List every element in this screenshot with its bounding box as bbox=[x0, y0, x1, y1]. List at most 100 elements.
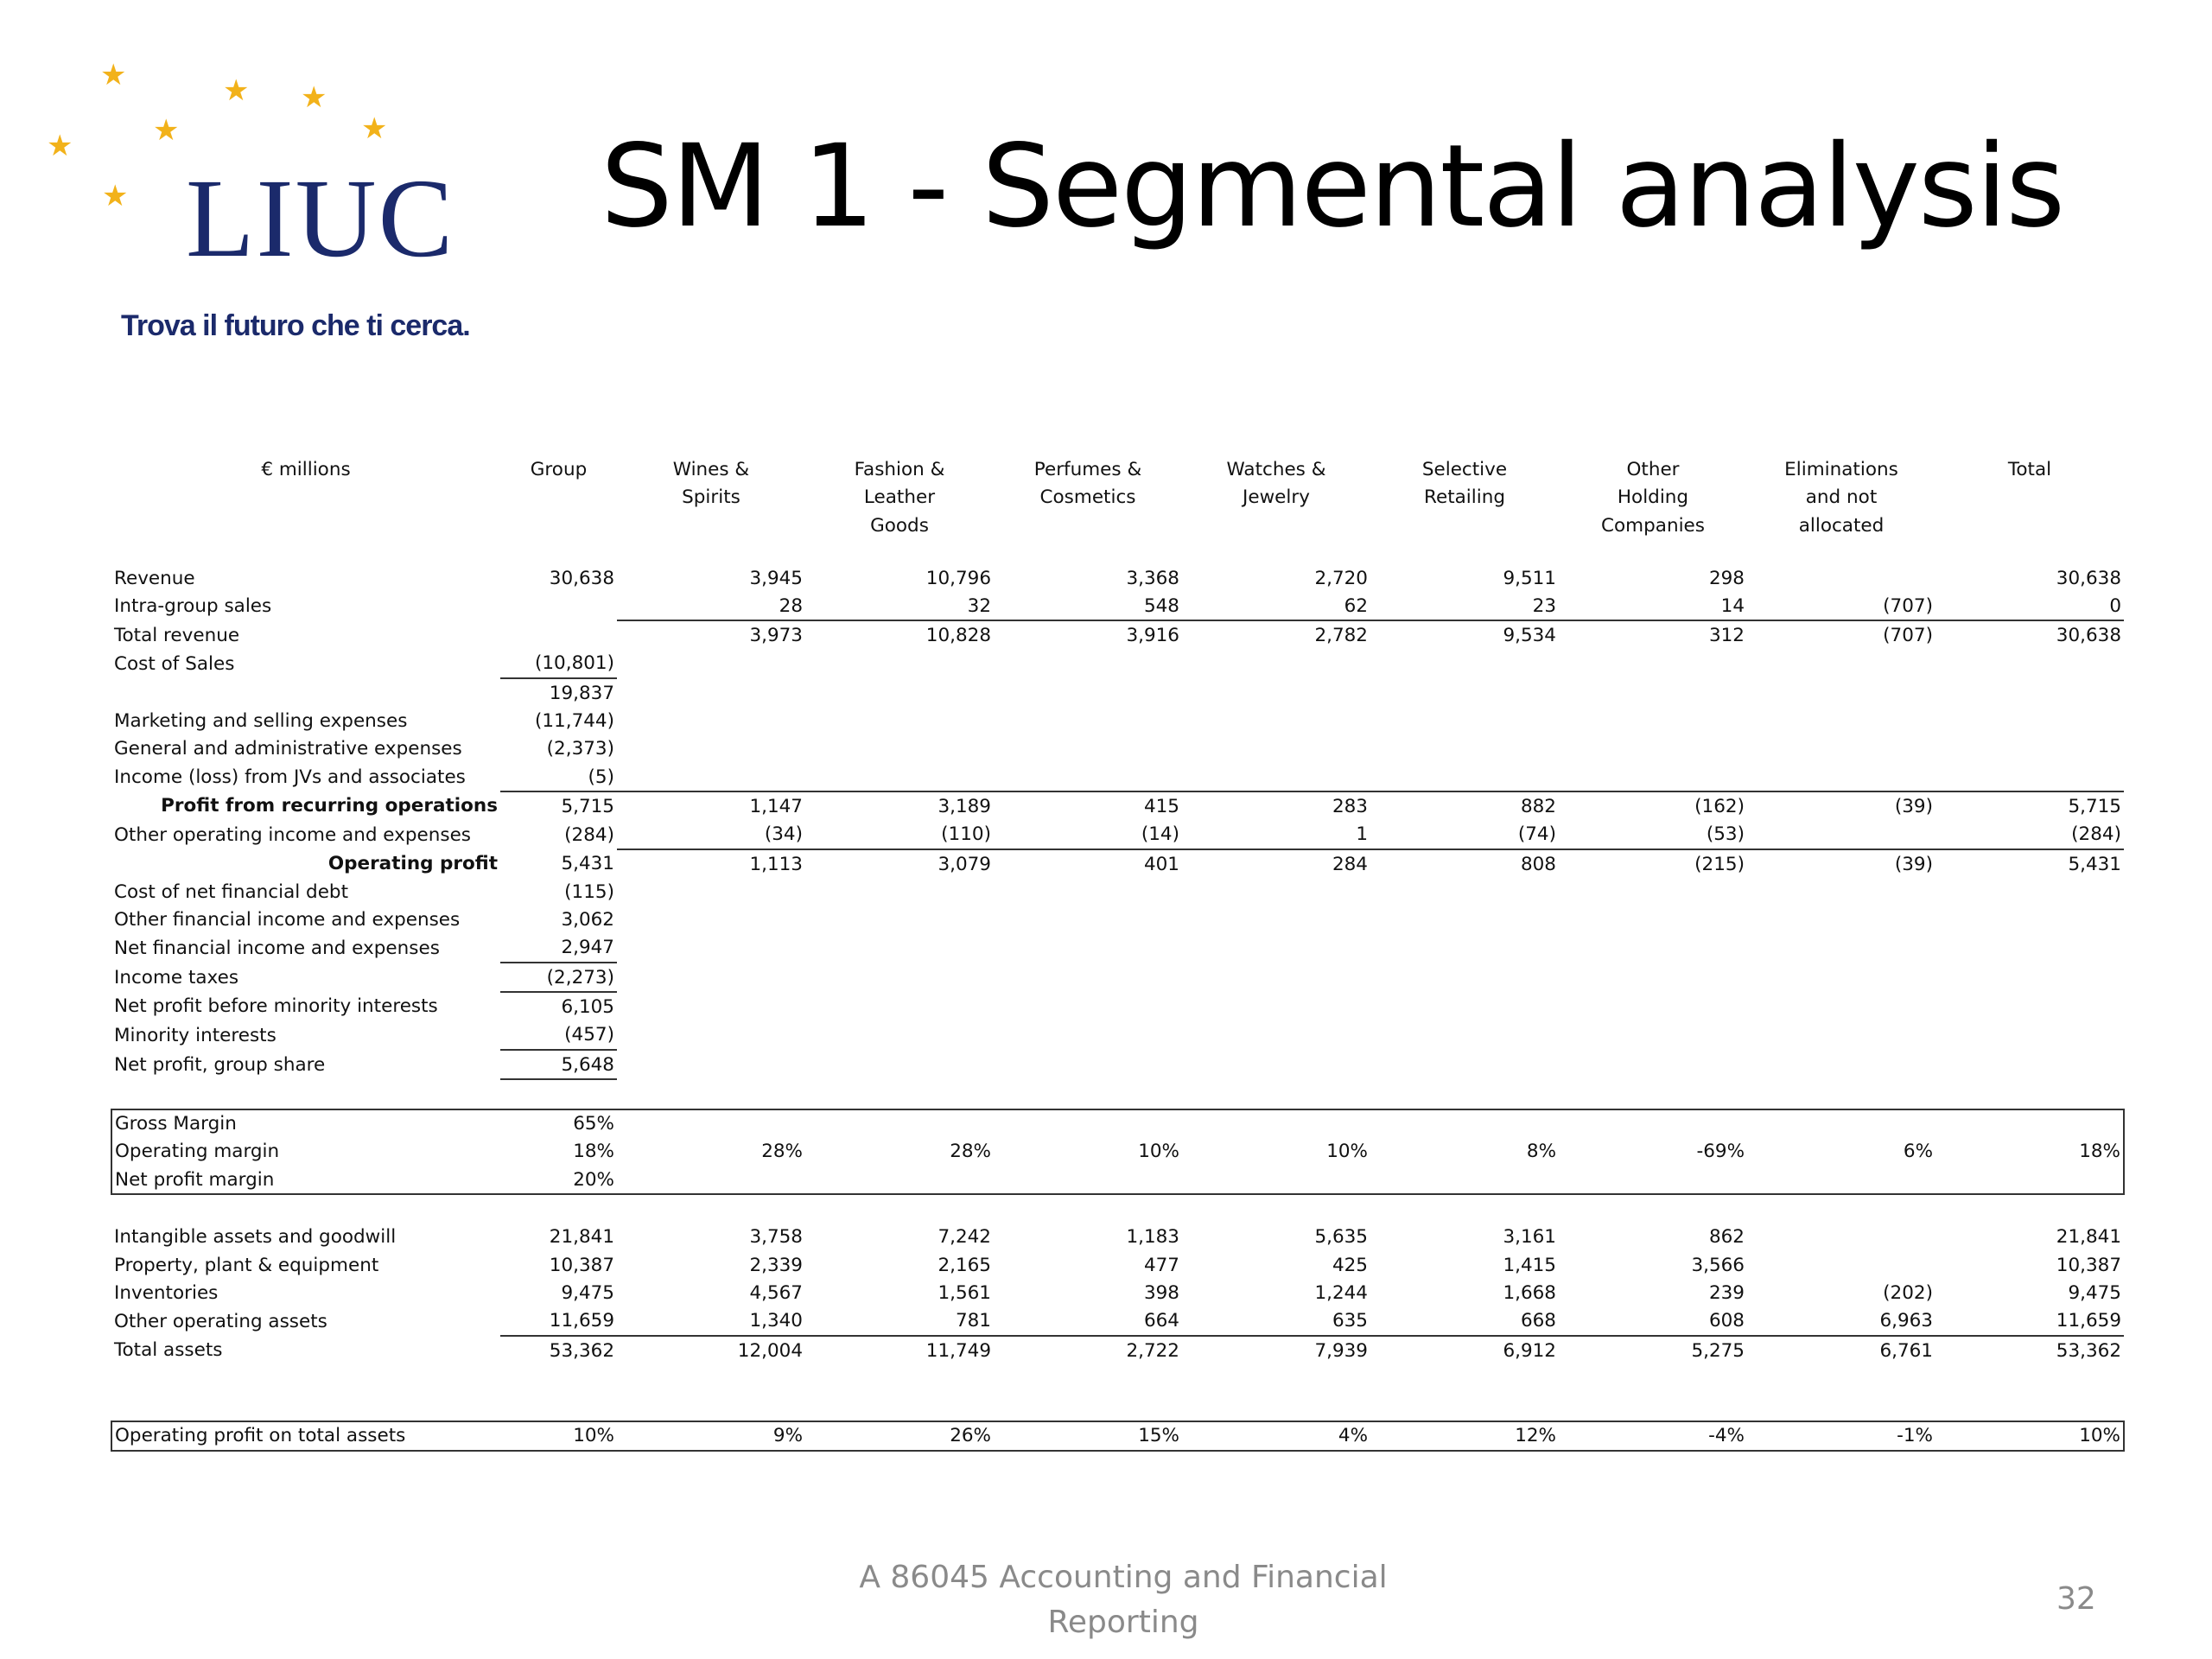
row-label: Net profit before minority interests bbox=[114, 995, 438, 1018]
table-cell: (707) bbox=[1747, 620, 1936, 650]
table-cell bbox=[994, 678, 1182, 707]
row-label: Income taxes bbox=[114, 966, 239, 988]
row-label: Gross Margin bbox=[111, 1108, 500, 1138]
row-label bbox=[111, 678, 500, 707]
table-cell bbox=[994, 1108, 1182, 1138]
row-label: Total revenue bbox=[114, 624, 240, 646]
table-cell: 3,566 bbox=[1691, 1254, 1745, 1276]
table-cell: 9,511 bbox=[1503, 567, 1556, 589]
table-cell bbox=[1559, 878, 1747, 906]
table-cell: 2,720 bbox=[1314, 567, 1368, 589]
column-header-line: Eliminations bbox=[1784, 459, 1898, 480]
table-cell: 2,947 bbox=[500, 933, 617, 964]
table-cell bbox=[994, 735, 1182, 763]
table-row: Other financial income and expenses 3,062 bbox=[111, 906, 2124, 933]
table-cell bbox=[1936, 1021, 2124, 1050]
table-row: Revenue 30,638 3,945 10,796 3,368 2,720 9,511 2… bbox=[111, 564, 2124, 592]
table-cell: (2,273) bbox=[500, 963, 617, 994]
table-cell: 9% bbox=[617, 1420, 805, 1452]
table-cell: 7,242 bbox=[938, 1226, 991, 1249]
table-cell bbox=[500, 620, 617, 649]
table-row: Net profit margin 20% bbox=[111, 1166, 2125, 1196]
table-cell: (202) bbox=[1883, 1281, 1933, 1304]
table-cell: 30,638 bbox=[1936, 620, 2124, 650]
table-row: Intra-group sales 28 32 548 62 23 14 (707) 0 bbox=[111, 592, 2124, 622]
table-row: Income taxes (2,273) bbox=[111, 963, 2124, 994]
table-cell: 415 bbox=[994, 791, 1182, 821]
table-cell bbox=[994, 878, 1182, 906]
table-row: Profit from recurring operations 5,715 1,1… bbox=[111, 791, 2124, 821]
column-header-line: Selective bbox=[1421, 459, 1508, 480]
table-cell bbox=[1370, 1021, 1559, 1050]
table-cell: 14 bbox=[1559, 592, 1747, 622]
table-cell: (34) bbox=[617, 820, 805, 850]
logo-tagline: Trova il futuro che ti cerca. bbox=[121, 309, 471, 342]
table-cell bbox=[1747, 963, 1936, 992]
table-cell: 10% bbox=[1936, 1420, 2125, 1452]
table-cell: 3,916 bbox=[994, 620, 1182, 650]
row-label: Total assets bbox=[114, 1339, 223, 1362]
table-cell: 8% bbox=[1526, 1141, 1556, 1163]
row-label: Cost of net financial debt bbox=[114, 880, 349, 903]
table-cell bbox=[1747, 707, 1936, 734]
table-cell bbox=[1747, 992, 1936, 1020]
table-cell: 6,912 bbox=[1503, 1339, 1556, 1362]
table-cell bbox=[805, 878, 994, 906]
table-cell: 12,004 bbox=[737, 1339, 803, 1362]
table-cell: (162) bbox=[1559, 791, 1747, 821]
liuc-logo: ★ ★ ★ ★ ★ ★ ★ bbox=[35, 60, 518, 354]
table-cell bbox=[805, 1108, 994, 1138]
table-cell: (14) bbox=[994, 820, 1182, 850]
table-cell bbox=[994, 1166, 1182, 1196]
table-cell: (11,744) bbox=[534, 710, 614, 733]
table-cell: -1% bbox=[1747, 1420, 1936, 1452]
table-cell bbox=[805, 678, 994, 707]
table-cell bbox=[1936, 735, 2124, 763]
table-cell bbox=[617, 735, 805, 763]
spacer-row bbox=[111, 1079, 2124, 1109]
table-cell: 10% bbox=[1326, 1141, 1368, 1163]
star-icon: ★ bbox=[361, 111, 388, 146]
table-cell: (115) bbox=[564, 880, 614, 903]
table-cell: 5,648 bbox=[500, 1049, 617, 1081]
table-cell bbox=[1182, 735, 1370, 763]
star-icon: ★ bbox=[223, 73, 250, 108]
column-header: Fashion & Leather Goods bbox=[805, 456, 994, 564]
table-cell bbox=[1370, 934, 1559, 963]
table-cell bbox=[1182, 963, 1370, 992]
table-cell: 608 bbox=[1559, 1306, 1747, 1337]
table-cell: 28% bbox=[761, 1141, 803, 1163]
table-cell bbox=[1182, 1021, 1370, 1050]
row-label: Revenue bbox=[114, 567, 195, 589]
table-cell bbox=[1370, 992, 1559, 1020]
table-cell bbox=[994, 992, 1182, 1020]
column-header: Perfumes & Cosmetics bbox=[994, 456, 1182, 564]
table-cell bbox=[994, 650, 1182, 678]
table-cell: 284 bbox=[1182, 848, 1370, 879]
table-cell bbox=[805, 1050, 994, 1079]
row-label: Operating profit on total assets bbox=[111, 1420, 500, 1452]
row-label: Net profit, group share bbox=[114, 1053, 326, 1076]
table-cell: 283 bbox=[1182, 791, 1370, 821]
table-cell bbox=[1936, 963, 2124, 992]
table-cell: (110) bbox=[805, 820, 994, 850]
table-cell: (74) bbox=[1370, 820, 1559, 850]
table-cell bbox=[1370, 963, 1559, 992]
table-cell: 3,368 bbox=[1126, 567, 1179, 589]
table-cell: 9,475 bbox=[561, 1281, 614, 1304]
table-cell: 21,841 bbox=[2056, 1226, 2121, 1249]
table-cell: (39) bbox=[1747, 848, 1936, 879]
table-cell bbox=[1182, 763, 1370, 791]
table-cell: 1,668 bbox=[1503, 1281, 1556, 1304]
table-cell: 7,939 bbox=[1314, 1339, 1368, 1362]
table-row: Operating profit 5,431 1,113 3,079 401 284 808… bbox=[111, 848, 2124, 879]
table-cell bbox=[1559, 1021, 1747, 1050]
table-cell: 298 bbox=[1708, 567, 1745, 589]
table-cell: 5,431 bbox=[1936, 848, 2124, 879]
table-cell: 1 bbox=[1182, 820, 1370, 850]
footer-course-line2: Reporting bbox=[1047, 1605, 1199, 1640]
table-cell: 4,567 bbox=[749, 1281, 803, 1304]
table-cell bbox=[1747, 820, 1936, 850]
table-cell bbox=[805, 934, 994, 963]
table-row: Net profit before minority interests 6,10… bbox=[111, 992, 2124, 1020]
